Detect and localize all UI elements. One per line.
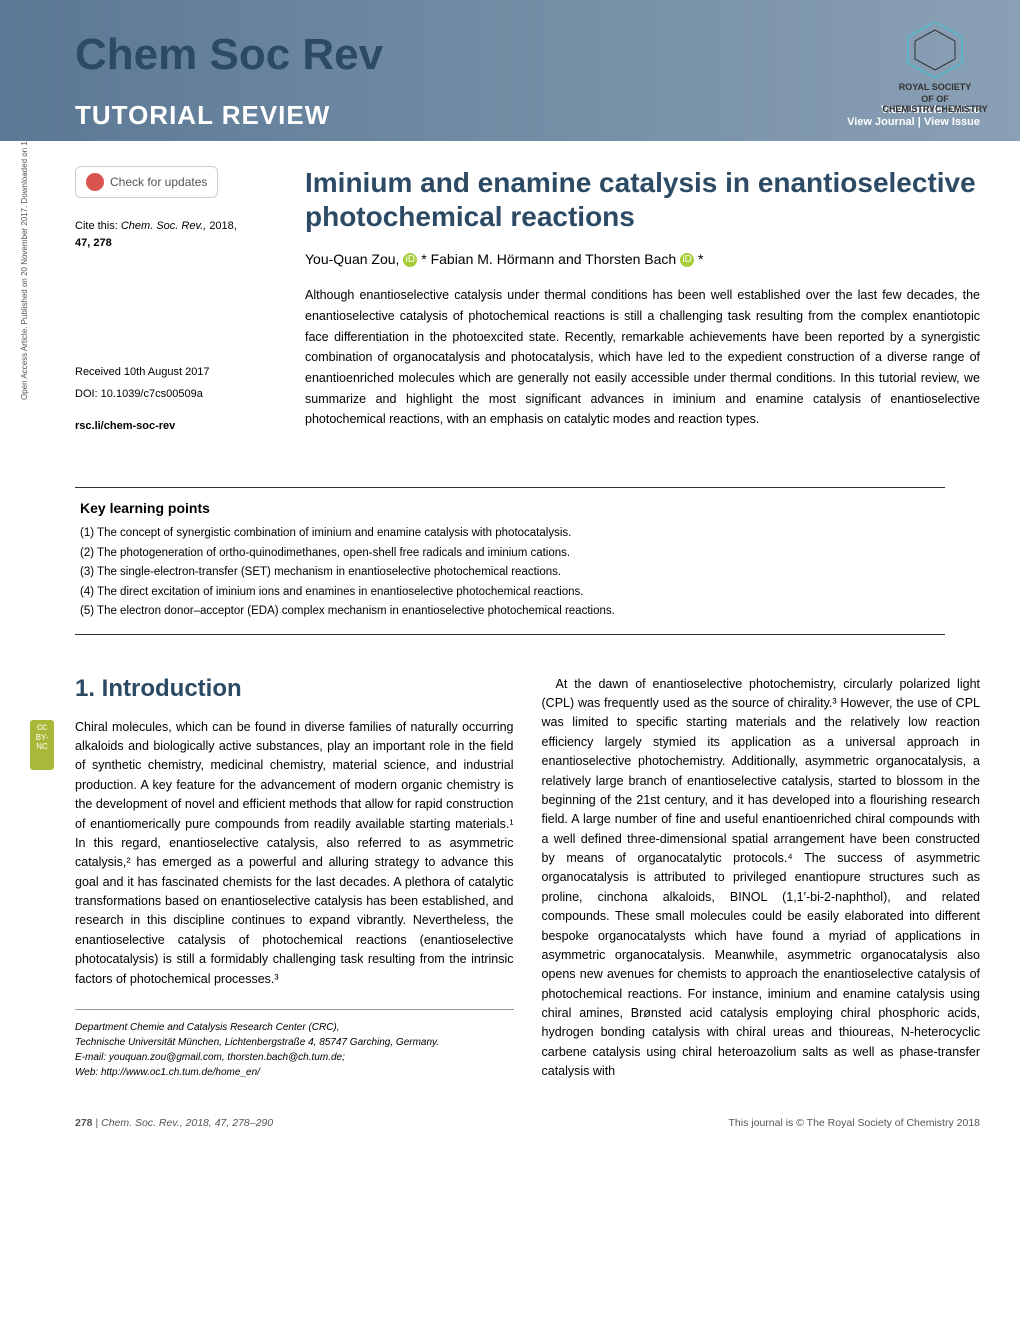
crossmark-icon bbox=[86, 173, 104, 191]
left-body-column: 1. Introduction Chiral molecules, which … bbox=[75, 675, 514, 1082]
affiliation-block: Department Chemie and Catalysis Research… bbox=[75, 1009, 514, 1080]
footer-left: 278 | Chem. Soc. Rev., 2018, 47, 278–290 bbox=[75, 1117, 273, 1129]
check-updates-label: Check for updates bbox=[110, 175, 207, 189]
section-1-heading: 1. Introduction bbox=[75, 675, 514, 703]
received-date: Received 10th August 2017 bbox=[75, 366, 275, 378]
key-point-item: (4) The direct excitation of iminium ion… bbox=[80, 583, 940, 603]
right-body-column: At the dawn of enantioselective photoche… bbox=[542, 675, 981, 1082]
key-point-item: (5) The electron donor–acceptor (EDA) co… bbox=[80, 602, 940, 622]
view-issue-link[interactable]: View Issue bbox=[924, 116, 980, 128]
cite-year: 2018, bbox=[209, 220, 237, 232]
header-banner: ROYAL SOCIETY OF OF CHEMISTRYCHEMISTRY C… bbox=[0, 0, 1020, 141]
key-point-item: (1) The concept of synergistic combinati… bbox=[80, 524, 940, 544]
authors-line: You-Quan Zou, iD * Fabian M. Hörmann and… bbox=[305, 251, 980, 267]
publisher-logo: ROYAL SOCIETY OF OF CHEMISTRYCHEMISTRY bbox=[880, 20, 990, 100]
author-suffix: * bbox=[698, 251, 703, 267]
key-points-title: Key learning points bbox=[80, 500, 940, 516]
cite-prefix: Cite this: bbox=[75, 220, 118, 232]
key-point-item: (2) The photogeneration of ortho-quinodi… bbox=[80, 544, 940, 564]
journal-title: Chem Soc Rev bbox=[75, 30, 980, 80]
affiliation-line: Technische Universität München, Lichtenb… bbox=[75, 1035, 514, 1050]
key-learning-points: Key learning points (1) The concept of s… bbox=[75, 487, 945, 635]
cite-vol-page: 47, 278 bbox=[75, 237, 112, 249]
logo-text-bottom: OF OF CHEMISTRYCHEMISTRY bbox=[880, 94, 990, 114]
cc-label: BY-NC bbox=[32, 733, 52, 751]
intro-text-left: Chiral molecules, which can be found in … bbox=[75, 718, 514, 989]
page-footer: 278 | Chem. Soc. Rev., 2018, 47, 278–290… bbox=[0, 1102, 1020, 1144]
rsc-link[interactable]: rsc.li/chem-soc-rev bbox=[75, 420, 275, 432]
cc-icon: cc bbox=[32, 722, 52, 733]
author-1: You-Quan Zou, bbox=[305, 251, 399, 267]
intro-para-left: Chiral molecules, which can be found in … bbox=[75, 718, 514, 989]
rsc-hex-icon bbox=[900, 20, 970, 80]
article-title: Iminium and enamine catalysis in enantio… bbox=[305, 166, 980, 233]
logo-text-top: ROYAL SOCIETY bbox=[880, 82, 990, 92]
footer-right: This journal is © The Royal Society of C… bbox=[729, 1117, 980, 1129]
metadata-column: Check for updates Cite this: Chem. Soc. … bbox=[75, 166, 275, 442]
article-header-column: Iminium and enamine catalysis in enantio… bbox=[305, 166, 980, 442]
check-updates-button[interactable]: Check for updates bbox=[75, 166, 218, 198]
affiliation-line: Department Chemie and Catalysis Research… bbox=[75, 1020, 514, 1035]
authors-rest: * Fabian M. Hörmann and Thorsten Bach bbox=[421, 251, 676, 267]
key-point-item: (3) The single-electron-transfer (SET) m… bbox=[80, 563, 940, 583]
doi: DOI: 10.1039/c7cs00509a bbox=[75, 388, 275, 400]
section-label: TUTORIAL REVIEW bbox=[75, 100, 330, 131]
citation-block: Cite this: Chem. Soc. Rev., 2018, 47, 27… bbox=[75, 218, 275, 251]
main-content: Check for updates Cite this: Chem. Soc. … bbox=[0, 141, 1020, 462]
affiliation-line: Web: http://www.oc1.ch.tum.de/home_en/ bbox=[75, 1065, 514, 1080]
affiliation-line: E-mail: youquan.zou@gmail.com, thorsten.… bbox=[75, 1050, 514, 1065]
view-journal-link[interactable]: View Journal bbox=[847, 116, 915, 128]
page-number: 278 bbox=[75, 1117, 93, 1129]
orcid-icon[interactable]: iD bbox=[680, 253, 694, 267]
intro-text-right: At the dawn of enantioselective photoche… bbox=[542, 675, 981, 1082]
intro-para-right: At the dawn of enantioselective photoche… bbox=[542, 675, 981, 1082]
key-points-list: (1) The concept of synergistic combinati… bbox=[80, 524, 940, 622]
footer-citation: Chem. Soc. Rev., 2018, 47, 278–290 bbox=[101, 1117, 273, 1129]
body-columns: 1. Introduction Chiral molecules, which … bbox=[0, 635, 1020, 1102]
cc-badge: cc BY-NC bbox=[30, 720, 54, 770]
abstract: Although enantioselective catalysis unde… bbox=[305, 285, 980, 429]
cite-journal: Chem. Soc. Rev., bbox=[121, 220, 206, 232]
orcid-icon[interactable]: iD bbox=[403, 253, 417, 267]
